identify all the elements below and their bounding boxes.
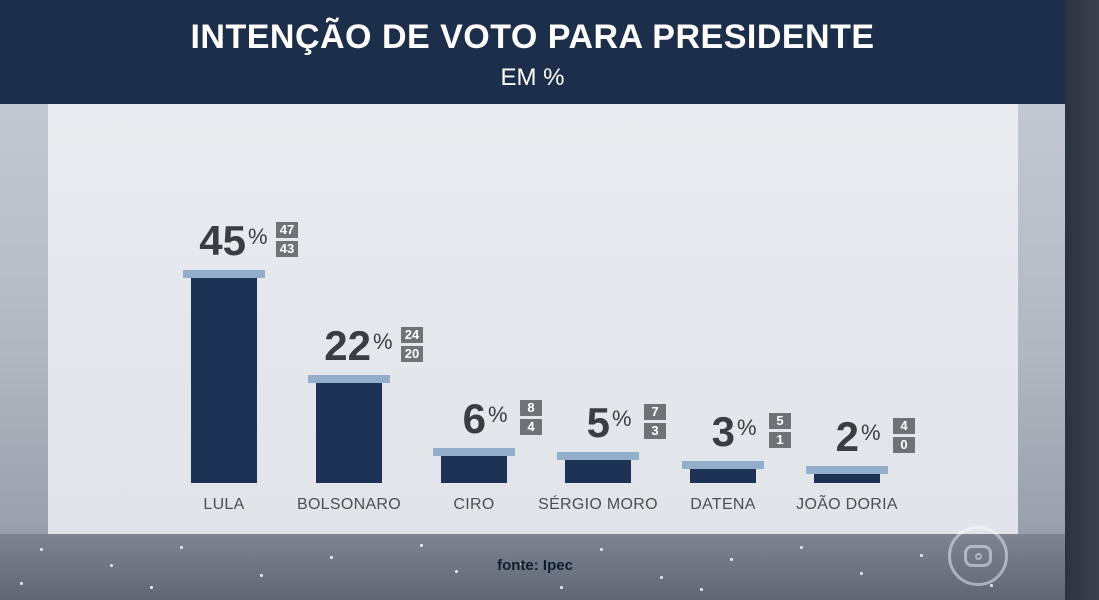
floor-light-dot <box>800 546 803 549</box>
globo-logo-core-icon <box>975 553 982 560</box>
range-high-label: 7 <box>644 404 666 421</box>
chart-title: INTENÇÃO DE VOTO PARA PRESIDENTE <box>190 18 875 56</box>
floor-light-dot <box>990 584 993 587</box>
bar-range-cap <box>433 447 515 456</box>
bar-datena <box>690 469 756 483</box>
value-percent-sign: % <box>248 224 268 250</box>
value-label: 6 <box>462 394 486 442</box>
value-label: 2 <box>835 412 859 460</box>
floor-light-dot <box>110 564 113 567</box>
right-edge-strip <box>1065 0 1099 600</box>
floor-light-dot <box>560 586 563 589</box>
floor-light-dot <box>330 556 333 559</box>
bar-ciro <box>441 455 507 483</box>
floor-light-dot <box>40 548 43 551</box>
bar-lula <box>191 278 257 483</box>
range-low-label: 0 <box>893 436 915 453</box>
range-high-label: 47 <box>276 222 298 239</box>
value-percent-sign: % <box>612 406 632 432</box>
value-percent-sign: % <box>737 415 757 441</box>
value-label: 45 <box>199 217 246 265</box>
studio-floor <box>0 534 1065 600</box>
range-low-label: 1 <box>769 432 791 449</box>
floor-light-dot <box>260 574 263 577</box>
value-percent-sign: % <box>488 401 508 427</box>
category-label: SÉRGIO MORO <box>538 496 658 513</box>
range-low-label: 20 <box>401 345 423 362</box>
category-label: LULA <box>203 496 245 513</box>
chart-subtitle: EM % <box>500 64 565 91</box>
bar-range-cap <box>557 452 639 461</box>
value-percent-sign: % <box>861 419 881 445</box>
category-label: DATENA <box>690 496 756 513</box>
category-label: JOÃO DORIA <box>796 496 898 513</box>
bar-range-cap <box>806 465 888 474</box>
floor-light-dot <box>20 582 23 585</box>
bar-range-cap <box>308 374 390 383</box>
globo-logo-inner-icon <box>964 545 992 567</box>
range-high-label: 24 <box>401 326 423 343</box>
floor-light-dot <box>600 548 603 551</box>
floor-light-dot <box>180 546 183 549</box>
floor-light-dot <box>455 570 458 573</box>
range-low-label: 43 <box>276 241 298 258</box>
range-low-label: 3 <box>644 423 666 440</box>
category-label: CIRO <box>453 496 495 513</box>
value-label: 22 <box>324 321 371 369</box>
bar-bolsonaro <box>316 382 382 483</box>
category-label: BOLSONARO <box>296 496 402 513</box>
range-low-label: 4 <box>520 418 542 435</box>
floor-light-dot <box>920 554 923 557</box>
value-percent-sign: % <box>373 328 393 354</box>
floor-light-dot <box>150 586 153 589</box>
floor-light-dot <box>520 562 523 565</box>
floor-light-dot <box>860 572 863 575</box>
floor-light-dot <box>730 558 733 561</box>
value-label: 5 <box>586 399 610 447</box>
floor-light-dot <box>700 588 703 591</box>
range-high-label: 4 <box>893 417 915 434</box>
range-high-label: 8 <box>520 399 542 416</box>
value-label: 3 <box>711 408 735 456</box>
bar-range-cap <box>682 461 764 470</box>
source-label: fonte: Ipec <box>497 557 573 574</box>
bar-jo-o-doria <box>814 473 880 483</box>
floor-light-dot <box>420 544 423 547</box>
range-high-label: 5 <box>769 413 791 430</box>
floor-light-dot <box>660 576 663 579</box>
bar-range-cap <box>183 270 265 279</box>
chart-header: INTENÇÃO DE VOTO PARA PRESIDENTE EM % <box>0 0 1065 104</box>
globo-logo-icon <box>948 526 1008 586</box>
bar-s-rgio-moro <box>565 460 631 483</box>
